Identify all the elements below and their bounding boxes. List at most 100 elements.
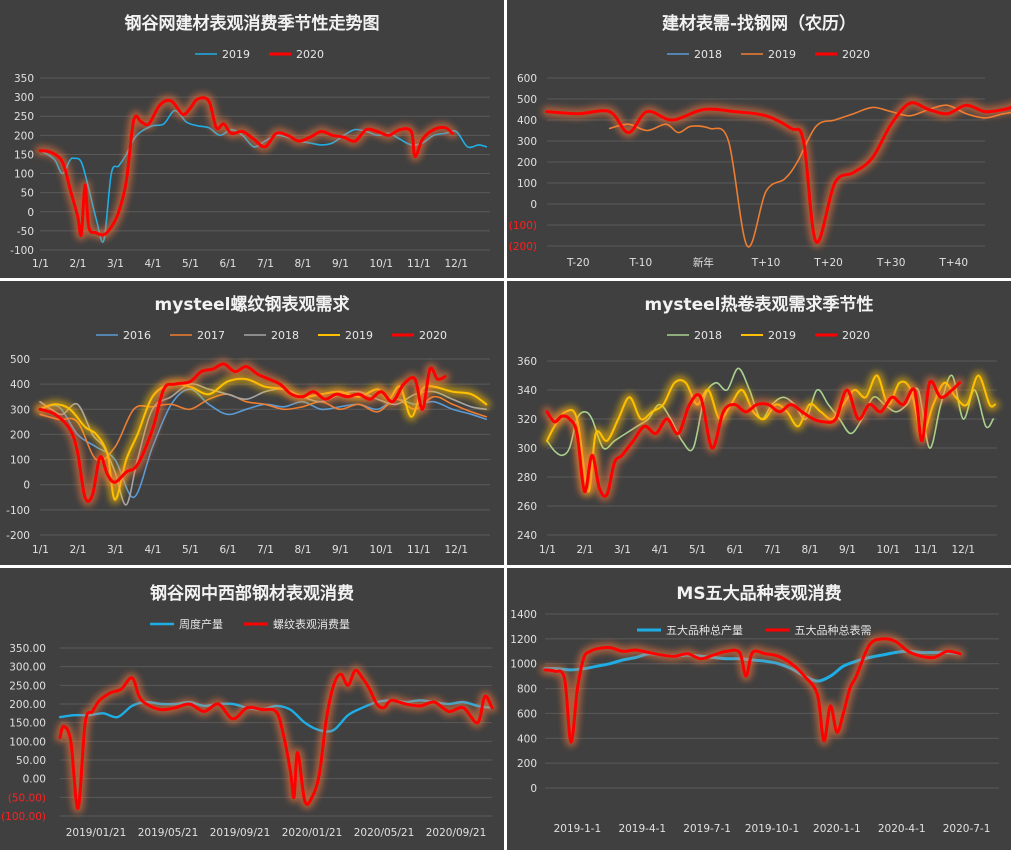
- y-tick-label: 360: [517, 356, 537, 368]
- x-tick-label: 1/1: [539, 544, 556, 556]
- svg-text:2018: 2018: [271, 329, 299, 342]
- legend-entry: 2020: [815, 48, 870, 61]
- x-tick-label: 8/1: [295, 258, 312, 270]
- y-tick-label: 0: [23, 480, 30, 492]
- x-tick-label: 4/1: [652, 544, 669, 556]
- y-tick-label: 200: [10, 429, 30, 441]
- series-line-螺纹表观消费量: [58, 668, 494, 811]
- x-tick-label: 3/1: [614, 544, 631, 556]
- chart-6-plot: 1400 1200 1000 800 600 400 200 0 2019-1-1 2019-4-…: [510, 609, 999, 835]
- x-tick-label: 12/1: [445, 258, 469, 270]
- y-tick-label: 0: [27, 207, 34, 219]
- svg-text:2020: 2020: [842, 329, 870, 342]
- x-tick-label: 2020/01/21: [282, 827, 343, 839]
- x-tick-label: 2020/05/21: [354, 827, 415, 839]
- x-tick-label: 2019-7-1: [683, 823, 731, 835]
- svg-text:五大品种总表需: 五大品种总表需: [795, 623, 872, 637]
- series-line-2020: [545, 379, 961, 498]
- y-tick-label: 100: [10, 455, 30, 467]
- x-tick-label: 2020/09/21: [426, 827, 487, 839]
- svg-text:2018: 2018: [694, 329, 722, 342]
- legend-entry: 2020: [269, 48, 324, 61]
- y-tick-label: 100: [517, 178, 537, 190]
- chart-2-plot: 600 500 400 300 200 100 0 (100) (200) T-20 T-10 新年 T…: [509, 48, 1011, 269]
- y-tick-label: 300: [14, 92, 34, 104]
- legend-entry: 2020: [815, 329, 870, 342]
- x-tick-label: 2019/09/21: [210, 827, 271, 839]
- y-tick-label: 0.00: [23, 774, 46, 786]
- x-tick-label: 12/1: [952, 544, 976, 556]
- x-tick-label: 11/1: [407, 258, 431, 270]
- y-tick-label: -100: [6, 505, 30, 517]
- y-tick-label: 1000: [510, 659, 537, 671]
- x-tick-label: 2020-7-1: [943, 823, 991, 835]
- y-tick-label: 350.00: [9, 643, 46, 655]
- y-tick-label: 50: [21, 188, 34, 200]
- x-tick-label: T+40: [938, 257, 968, 269]
- x-tick-label: 2019-10-1: [745, 823, 799, 835]
- y-tick-label: 500: [517, 94, 537, 106]
- series-glow: [542, 97, 1011, 248]
- chart-title: 建材表需-找钢网（农历）: [661, 14, 857, 34]
- legend-entry: 螺纹表观消费量: [244, 617, 350, 631]
- x-tick-label: 2019-1-1: [554, 823, 602, 835]
- y-tick-label: -200: [6, 530, 30, 542]
- legend-entry: 周度产量: [150, 617, 223, 631]
- y-tick-label: 240: [517, 530, 537, 542]
- x-tick-label: T+10: [751, 257, 781, 269]
- legend-entry: 2019: [741, 329, 796, 342]
- y-tick-label: 200.00: [9, 699, 46, 711]
- x-tick-label: 9/1: [332, 544, 349, 556]
- y-tick-label: 150: [14, 149, 34, 161]
- svg-text:2019: 2019: [222, 48, 250, 61]
- svg-text:周度产量: 周度产量: [179, 617, 223, 631]
- legend-entry: 五大品种总表需: [765, 623, 872, 637]
- x-tick-label: 9/1: [332, 258, 349, 270]
- y-tick-label: 400: [10, 379, 30, 391]
- x-tick-label: 2019/01/21: [66, 827, 127, 839]
- x-tick-label: 9/1: [839, 544, 856, 556]
- series-line-2020: [545, 101, 1011, 244]
- x-tick-label: 2/1: [577, 544, 594, 556]
- y-tick-label: 300: [10, 404, 30, 416]
- legend-entry: 2019: [318, 329, 373, 342]
- chart-panel-4: mysteel热卷表观需求季节性 360 340 320 300 280 260 240 1/…: [507, 281, 1011, 565]
- svg-text:螺纹表观消费量: 螺纹表观消费量: [273, 617, 350, 631]
- y-tick-label: 200: [14, 130, 34, 142]
- legend-entry: 2017: [170, 329, 225, 342]
- legend-entry: 2019: [195, 48, 250, 61]
- x-tick-label: 新年: [693, 256, 714, 269]
- x-tick-label: 6/1: [220, 544, 237, 556]
- y-tick-label: 400: [517, 115, 537, 127]
- y-tick-label: (50.00): [8, 792, 46, 804]
- svg-text:2019: 2019: [768, 329, 796, 342]
- y-tick-label: 300: [517, 443, 537, 455]
- svg-text:2018: 2018: [694, 48, 722, 61]
- series-line-2019: [39, 377, 488, 501]
- chart-title: 钢谷网建材表观消费季节性走势图: [124, 14, 380, 34]
- chart-panel-1: 钢谷网建材表观消费季节性走势图 350 300 250 200 150 100 50 0 -50…: [0, 0, 504, 278]
- legend-entry: 2016: [96, 329, 151, 342]
- y-tick-label: (100.00): [1, 811, 46, 823]
- chart-title: mysteel热卷表观需求季节性: [644, 295, 874, 315]
- y-tick-label: 200: [517, 758, 537, 770]
- y-tick-label: -50: [17, 226, 34, 238]
- series-line-2019: [608, 104, 1011, 248]
- y-tick-label: 150.00: [9, 718, 46, 730]
- series-line-五大品种总表需: [543, 637, 962, 744]
- series-glow: [35, 92, 458, 241]
- legend-entry: 2018: [244, 329, 299, 342]
- series-line-2020: [38, 362, 447, 503]
- x-tick-label: 2019/05/21: [138, 827, 199, 839]
- chart-5-plot: 350.00 300.00 250.00 200.00 150.00 100.00 50.0…: [1, 617, 497, 839]
- x-tick-label: 10/1: [370, 258, 394, 270]
- y-tick-label: 200: [517, 157, 537, 169]
- series-line-2019: [39, 109, 488, 243]
- legend-entry: 2018: [667, 48, 722, 61]
- x-tick-label: 6/1: [220, 258, 237, 270]
- y-tick-label: (100): [509, 220, 537, 232]
- y-tick-label: 600: [517, 73, 537, 85]
- y-tick-label: 0: [530, 199, 537, 211]
- y-tick-label: 300: [517, 136, 537, 148]
